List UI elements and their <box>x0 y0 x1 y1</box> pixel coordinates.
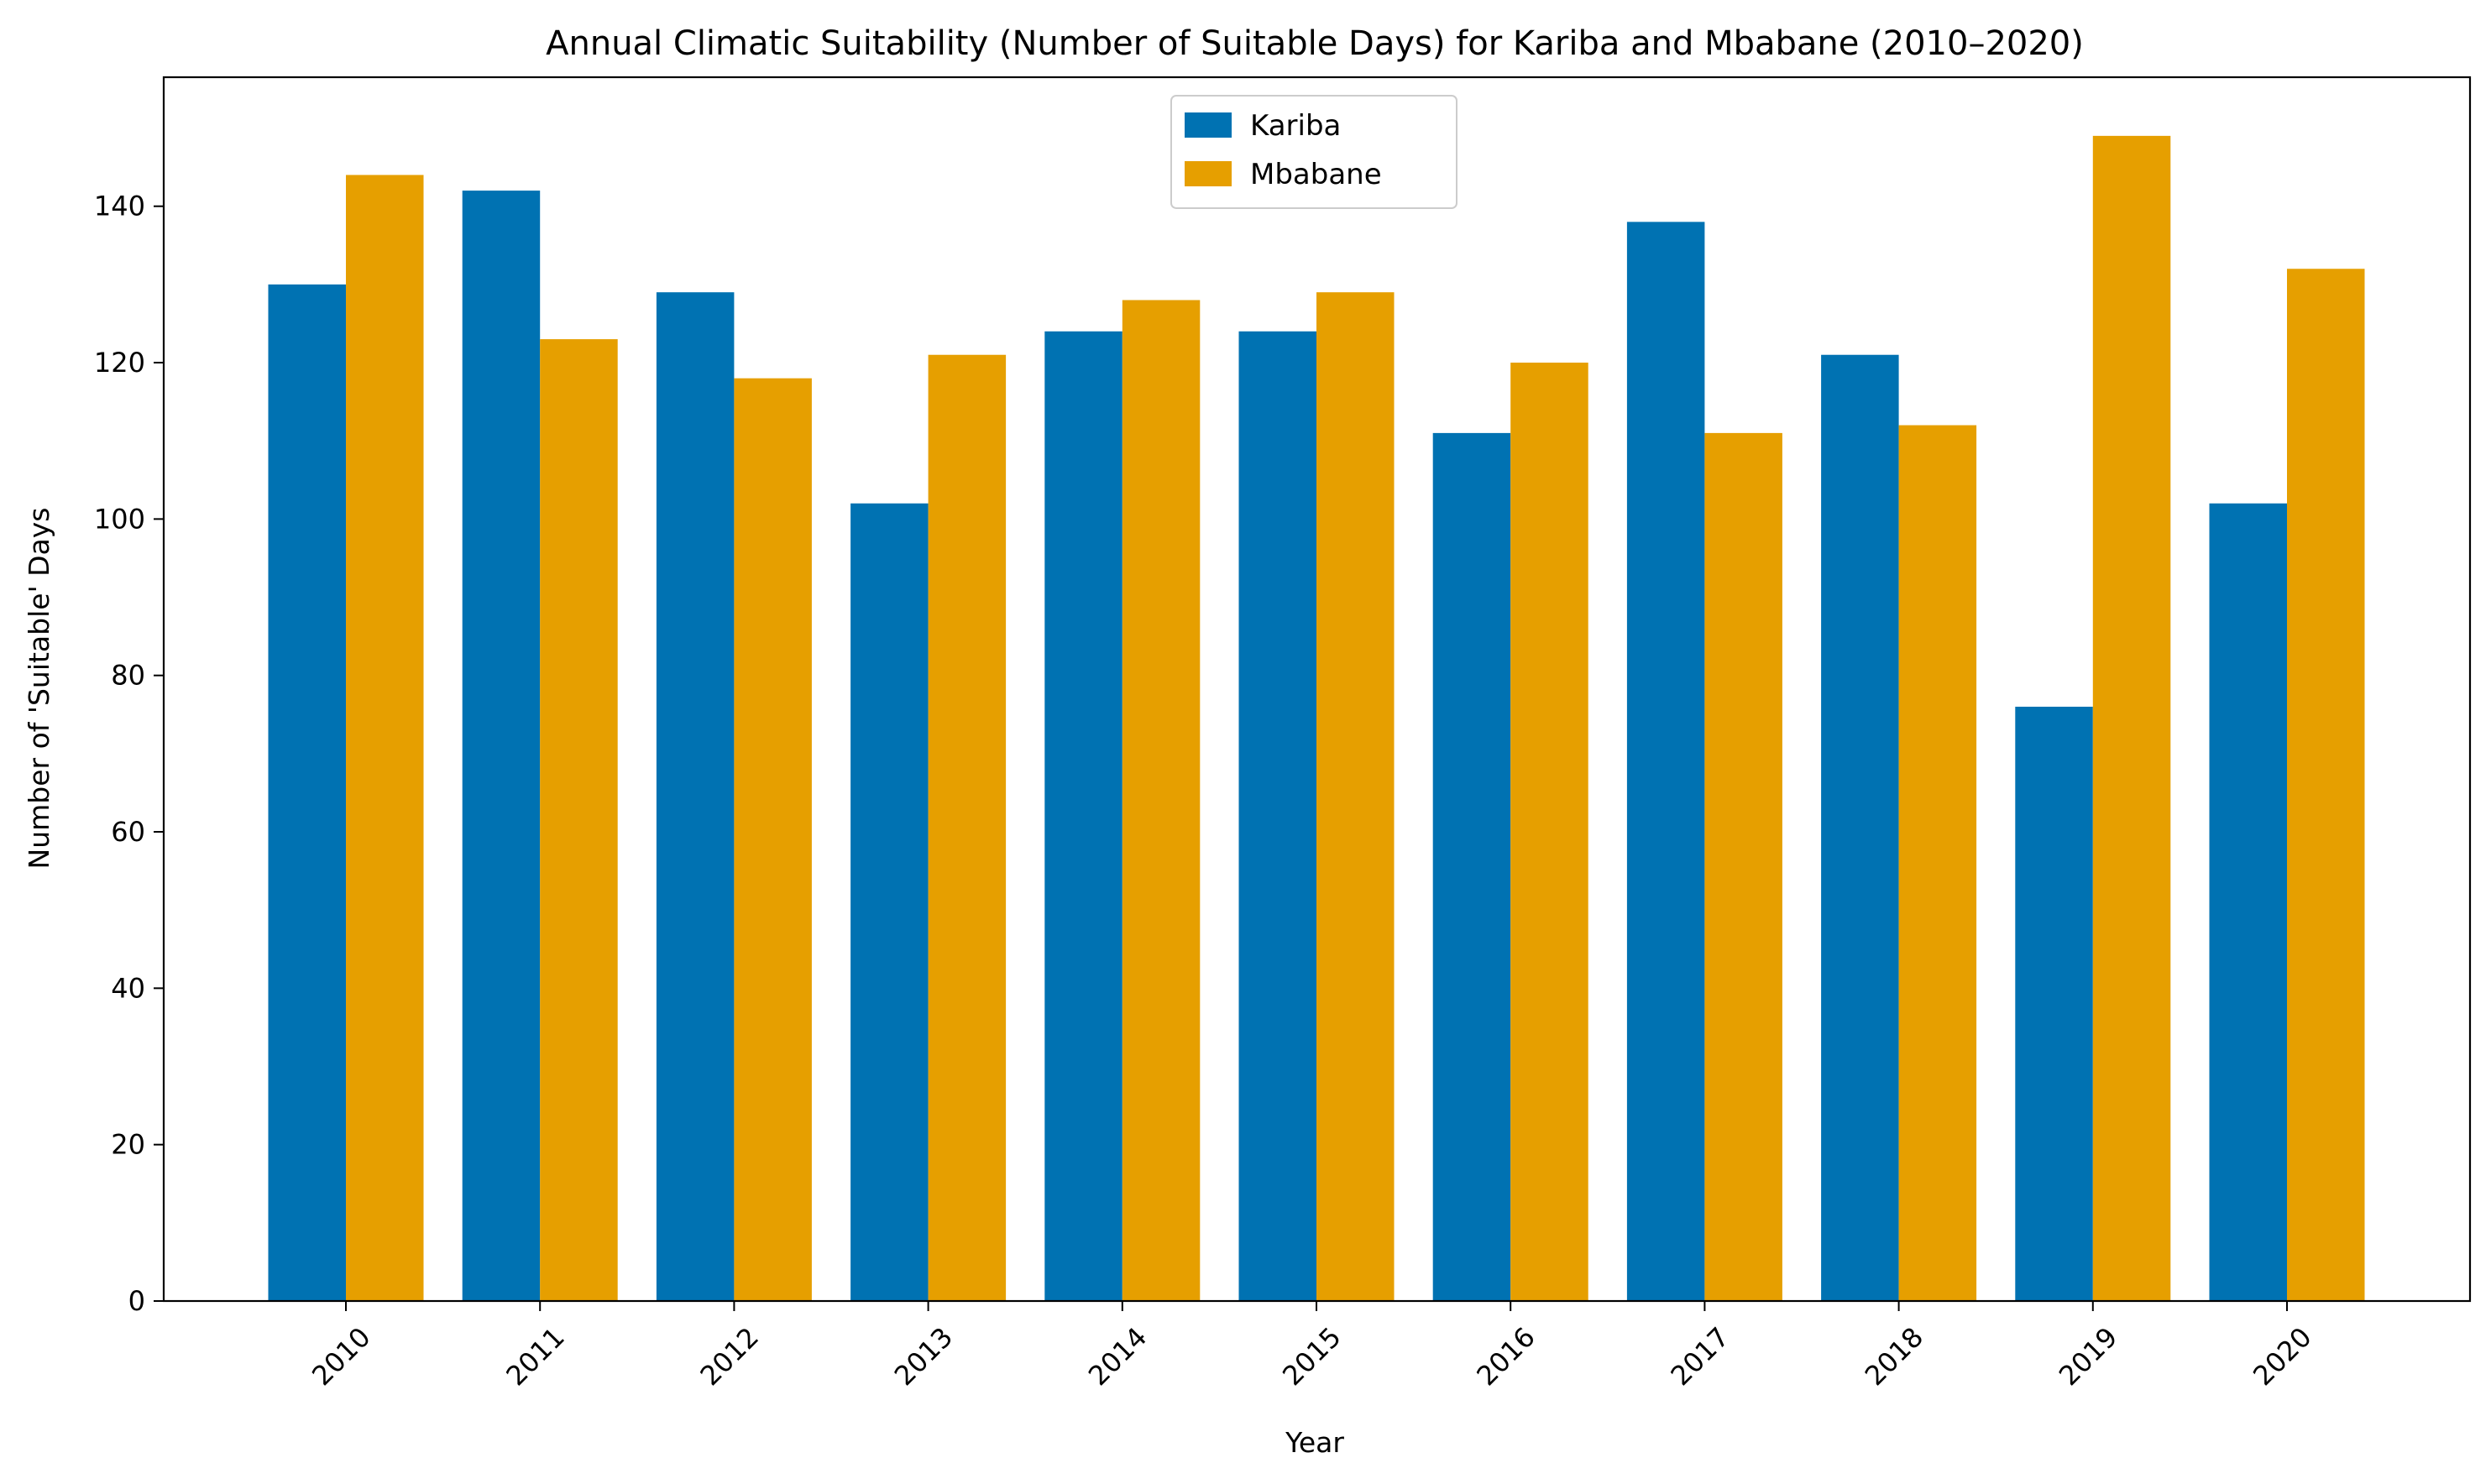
bar-mbabane-2017 <box>1704 432 1782 1301</box>
bar-kariba-2019 <box>2015 706 2093 1301</box>
y-tick-label: 0 <box>128 1285 145 1317</box>
y-axis-label: Number of 'Suitable' Days <box>23 508 55 870</box>
y-tick-label: 120 <box>94 347 145 379</box>
bar-kariba-2020 <box>2209 503 2287 1301</box>
bar-kariba-2011 <box>462 191 541 1302</box>
legend-swatch-mbabane <box>1185 161 1232 186</box>
legend-box <box>1170 95 1457 209</box>
bar-mbabane-2011 <box>540 339 618 1302</box>
bar-kariba-2014 <box>1044 331 1123 1301</box>
bar-mbabane-2013 <box>928 354 1007 1302</box>
bar-kariba-2013 <box>850 503 929 1301</box>
x-axis-label: Year <box>1285 1426 1344 1459</box>
y-tick-label: 140 <box>94 191 145 222</box>
y-tick-label: 80 <box>111 660 145 692</box>
bar-mbabane-2020 <box>2287 269 2365 1301</box>
bar-mbabane-2019 <box>2092 135 2171 1301</box>
legend: Kariba Mbabane <box>1170 95 1457 209</box>
bar-kariba-2016 <box>1432 432 1511 1301</box>
y-tick-label: 40 <box>111 972 145 1004</box>
bar-kariba-2015 <box>1238 331 1316 1301</box>
legend-label-mbabane: Mbabane <box>1250 158 1382 191</box>
bar-kariba-2010 <box>268 284 346 1301</box>
y-tick-label: 60 <box>111 816 145 848</box>
y-tick-label: 100 <box>94 503 145 535</box>
bar-mbabane-2012 <box>734 378 812 1302</box>
bar-kariba-2017 <box>1626 222 1705 1302</box>
bar-kariba-2018 <box>1821 354 1899 1302</box>
chart-title: Annual Climatic Suitability (Number of S… <box>546 24 2084 63</box>
legend-label-kariba: Kariba <box>1250 109 1341 143</box>
bar-mbabane-2010 <box>346 175 424 1302</box>
bar-mbabane-2016 <box>1510 363 1588 1301</box>
bar-mbabane-2014 <box>1122 300 1201 1301</box>
legend-swatch-kariba <box>1185 112 1232 138</box>
bar-mbabane-2015 <box>1316 292 1395 1302</box>
y-tick-label: 20 <box>111 1129 145 1161</box>
bar-mbabane-2018 <box>1898 425 1977 1302</box>
bar-kariba-2012 <box>656 292 735 1302</box>
